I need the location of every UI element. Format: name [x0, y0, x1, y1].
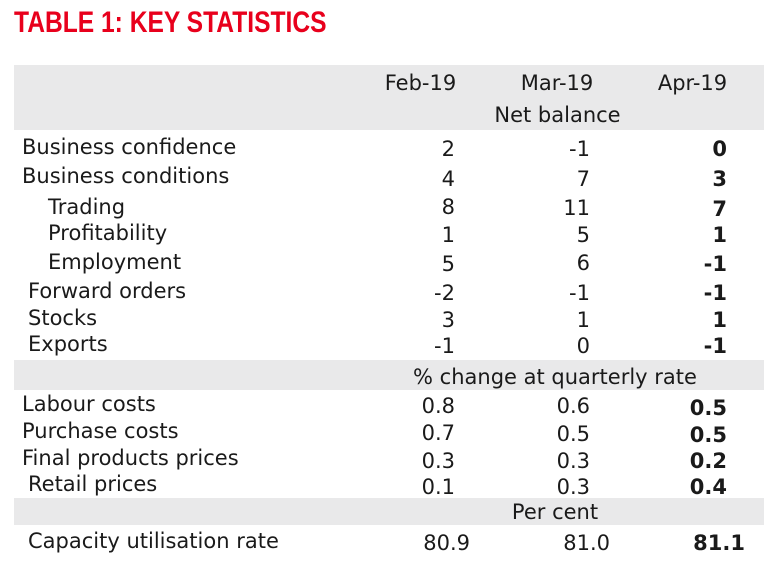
- value-mar: 1: [576, 308, 590, 332]
- value-apr: 1: [712, 308, 727, 332]
- row-label: Forward orders: [28, 279, 187, 303]
- value-apr: 0.4: [689, 475, 727, 499]
- value-feb: 80.9: [423, 531, 470, 555]
- value-feb: 0.8: [421, 394, 455, 418]
- value-mar: 11: [563, 196, 590, 220]
- header-band: [14, 65, 764, 130]
- value-apr: 3: [712, 167, 727, 191]
- value-mar: 0.5: [556, 422, 590, 446]
- value-apr: 81.1: [693, 531, 745, 555]
- value-feb: 3: [441, 308, 455, 332]
- row-label: Purchase costs: [22, 419, 179, 443]
- row-label: Final products prices: [22, 446, 239, 470]
- row-label: Capacity utilisation rate: [28, 529, 279, 553]
- value-feb: 0.1: [421, 475, 455, 499]
- value-apr: 1: [712, 223, 727, 247]
- value-apr: -1: [703, 252, 727, 276]
- row-label: Business confidence: [22, 135, 237, 159]
- column-header-apr: Apr-19: [657, 71, 728, 95]
- value-apr: 0.5: [689, 423, 727, 447]
- subheader-net-balance: Net balance: [494, 103, 621, 127]
- row-label: Exports: [28, 332, 108, 356]
- row-label: Labour costs: [22, 392, 156, 416]
- subheader-per-cent: Per cent: [511, 500, 599, 524]
- row-label: Profitability: [48, 221, 168, 245]
- value-feb: 0.3: [421, 449, 455, 473]
- column-header-feb: Feb-19: [384, 71, 457, 95]
- value-mar: 0.3: [556, 475, 590, 499]
- value-feb: 5: [441, 252, 455, 276]
- row-label: Stocks: [28, 306, 98, 330]
- value-feb: 4: [441, 167, 455, 191]
- column-header-mar: Mar-19: [520, 71, 594, 95]
- subheader-quarterly-rate: % change at quarterly rate: [413, 365, 697, 389]
- row-label: Retail prices: [28, 472, 158, 496]
- value-feb: 8: [441, 195, 455, 219]
- value-mar: 0.6: [556, 394, 590, 418]
- value-apr: 0.5: [689, 396, 727, 420]
- subheader-band: [14, 360, 764, 390]
- value-apr: 0: [712, 137, 727, 161]
- value-mar: 0.3: [556, 449, 590, 473]
- row-label: Business conditions: [22, 164, 230, 188]
- value-mar: 0: [576, 334, 590, 358]
- value-mar: 6: [576, 251, 590, 275]
- value-feb: -2: [434, 281, 455, 305]
- row-label: Employment: [48, 250, 182, 274]
- value-mar: 81.0: [563, 531, 610, 555]
- value-feb: -1: [434, 334, 455, 358]
- value-apr: -1: [703, 281, 727, 305]
- value-mar: 7: [576, 167, 590, 191]
- value-feb: 1: [441, 223, 455, 247]
- value-feb: 2: [441, 137, 455, 161]
- value-apr: 0.2: [689, 449, 727, 473]
- value-mar: -1: [569, 281, 590, 305]
- subheader-band: [14, 498, 764, 525]
- value-mar: -1: [569, 137, 590, 161]
- row-label: Trading: [48, 195, 126, 219]
- value-mar: 5: [576, 223, 590, 247]
- value-apr: -1: [703, 334, 727, 358]
- value-feb: 0.7: [421, 421, 455, 445]
- table-title: TABLE 1: KEY STATISTICS: [14, 6, 327, 39]
- value-apr: 7: [712, 197, 727, 221]
